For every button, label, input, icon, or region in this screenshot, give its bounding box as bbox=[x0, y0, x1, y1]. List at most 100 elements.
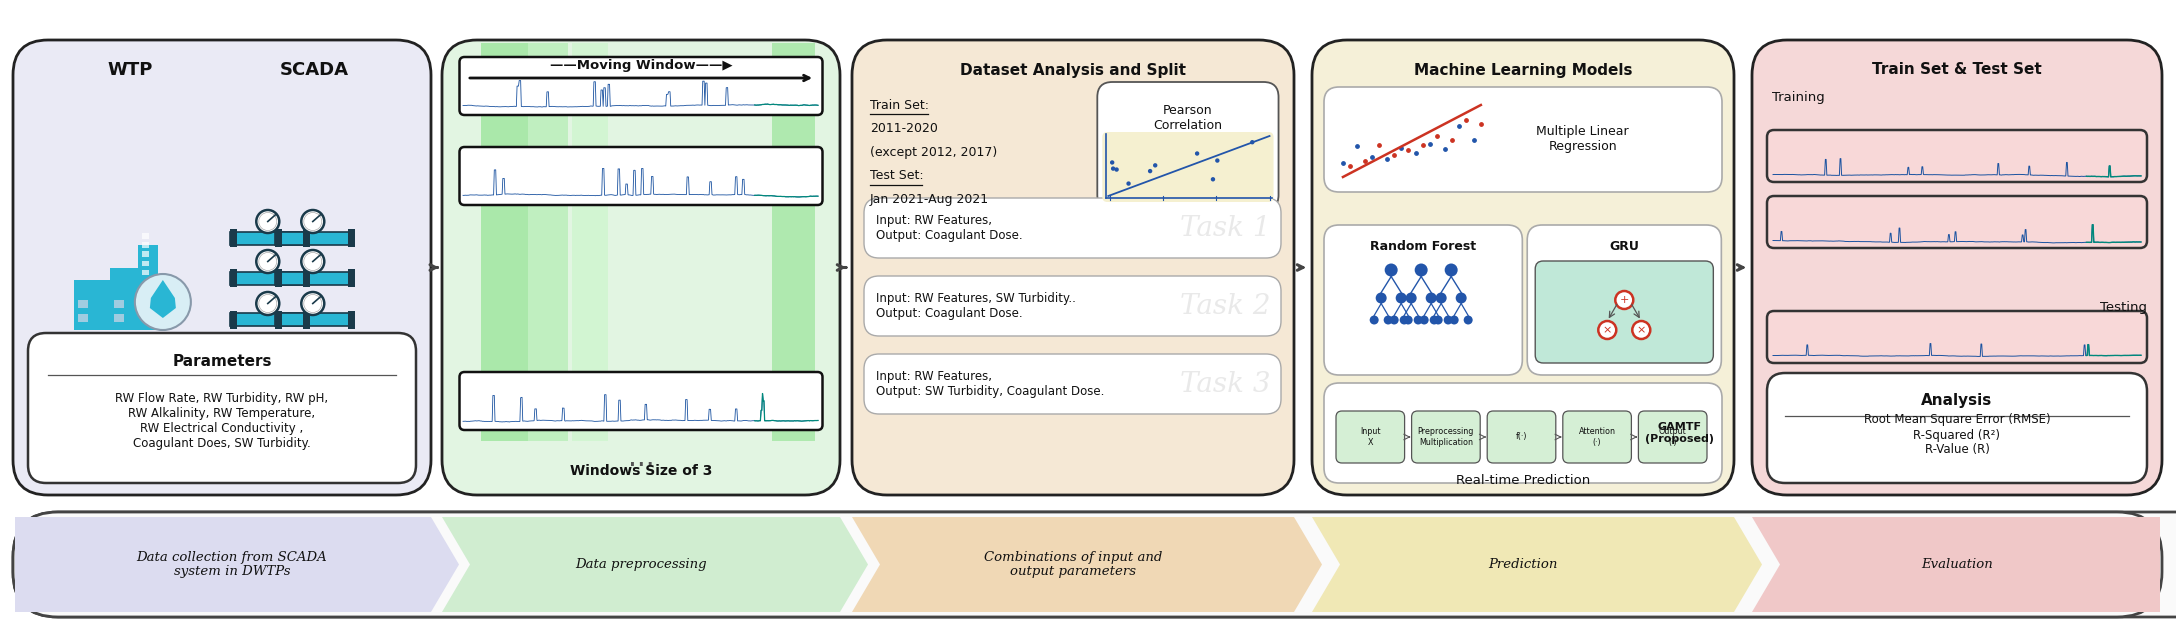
FancyBboxPatch shape bbox=[864, 276, 1282, 336]
Point bbox=[1443, 121, 1478, 131]
FancyBboxPatch shape bbox=[1639, 411, 1706, 463]
FancyBboxPatch shape bbox=[13, 40, 431, 495]
Text: GRU: GRU bbox=[1610, 241, 1639, 254]
Circle shape bbox=[1127, 181, 1132, 186]
Text: f(·): f(·) bbox=[1517, 432, 1528, 441]
Bar bbox=[109, 268, 141, 330]
Point bbox=[1427, 144, 1462, 154]
Text: Test Set:: Test Set: bbox=[870, 169, 923, 182]
Text: Input: RW Features,
Output: SW Turbidity, Coagulant Dose.: Input: RW Features, Output: SW Turbidity… bbox=[877, 370, 1105, 398]
Circle shape bbox=[1419, 316, 1430, 324]
FancyBboxPatch shape bbox=[13, 512, 2163, 617]
Text: Task 2: Task 2 bbox=[1182, 292, 1271, 319]
FancyBboxPatch shape bbox=[1767, 130, 2148, 182]
Circle shape bbox=[259, 213, 276, 231]
Bar bbox=[274, 229, 281, 247]
Circle shape bbox=[259, 253, 276, 271]
Polygon shape bbox=[853, 517, 1323, 612]
Circle shape bbox=[1369, 316, 1380, 324]
Bar bbox=[302, 229, 309, 247]
Text: Dataset Analysis and Split: Dataset Analysis and Split bbox=[960, 62, 1186, 78]
Bar bbox=[572, 43, 609, 441]
Point bbox=[1334, 161, 1369, 171]
Point bbox=[1325, 158, 1360, 168]
Text: RW Flow Rate, RW Turbidity, RW pH,
RW Alkalinity, RW Temperature,
RW Electrical : RW Flow Rate, RW Turbidity, RW pH, RW Al… bbox=[115, 392, 329, 450]
Circle shape bbox=[1114, 168, 1118, 172]
Text: Task 1: Task 1 bbox=[1182, 214, 1271, 241]
FancyBboxPatch shape bbox=[442, 40, 840, 495]
FancyBboxPatch shape bbox=[28, 333, 416, 483]
Text: Multiple Linear
Regression: Multiple Linear Regression bbox=[1536, 126, 1630, 154]
Bar bbox=[348, 269, 355, 287]
Circle shape bbox=[259, 294, 276, 312]
FancyBboxPatch shape bbox=[1562, 411, 1632, 463]
Text: +: + bbox=[1619, 295, 1630, 305]
Polygon shape bbox=[1312, 517, 1763, 612]
FancyBboxPatch shape bbox=[1767, 311, 2148, 363]
Bar bbox=[529, 43, 568, 441]
Polygon shape bbox=[442, 517, 868, 612]
Circle shape bbox=[1153, 163, 1158, 168]
Point bbox=[1369, 154, 1404, 164]
Point bbox=[1347, 156, 1382, 166]
Text: Data preprocessing: Data preprocessing bbox=[574, 558, 707, 571]
Bar bbox=[231, 229, 237, 247]
Circle shape bbox=[1112, 166, 1116, 171]
Bar bbox=[141, 234, 150, 239]
Text: 2011-2020: 2011-2020 bbox=[870, 122, 938, 135]
FancyBboxPatch shape bbox=[1323, 383, 1721, 483]
Bar bbox=[113, 314, 124, 322]
Point bbox=[1340, 141, 1375, 151]
Point bbox=[1449, 115, 1484, 125]
Text: Root Mean Square Error (RMSE)
R-Squared (R²)
R-Value (R): Root Mean Square Error (RMSE) R-Squared … bbox=[1863, 414, 2050, 456]
FancyBboxPatch shape bbox=[864, 354, 1282, 414]
FancyBboxPatch shape bbox=[864, 198, 1282, 258]
Circle shape bbox=[305, 213, 322, 231]
Text: Input
X: Input X bbox=[1360, 428, 1380, 447]
Circle shape bbox=[1430, 316, 1438, 324]
Circle shape bbox=[1214, 158, 1219, 162]
Bar bbox=[274, 314, 353, 326]
Circle shape bbox=[1395, 292, 1406, 304]
Point bbox=[1390, 145, 1425, 155]
FancyBboxPatch shape bbox=[1528, 225, 1721, 375]
Circle shape bbox=[1210, 177, 1214, 181]
Text: ×: × bbox=[1602, 325, 1612, 335]
Point bbox=[1384, 144, 1419, 154]
Text: (except 2012, 2017): (except 2012, 2017) bbox=[870, 146, 997, 159]
Circle shape bbox=[1404, 316, 1412, 324]
Point bbox=[1406, 140, 1441, 150]
Circle shape bbox=[1149, 169, 1153, 173]
Bar bbox=[231, 231, 307, 244]
Text: Pearson
Correlation: Pearson Correlation bbox=[1153, 104, 1223, 132]
Bar bbox=[137, 245, 159, 330]
FancyBboxPatch shape bbox=[1486, 411, 1556, 463]
Polygon shape bbox=[15, 517, 459, 612]
Bar bbox=[141, 261, 150, 266]
Point bbox=[1456, 135, 1491, 145]
Text: GAMTF
(Proposed): GAMTF (Proposed) bbox=[1645, 422, 1715, 444]
Circle shape bbox=[1249, 140, 1256, 144]
Point bbox=[1377, 151, 1412, 161]
FancyBboxPatch shape bbox=[13, 512, 2176, 617]
Bar bbox=[74, 280, 111, 330]
FancyBboxPatch shape bbox=[1097, 82, 1279, 210]
Bar bbox=[141, 269, 150, 275]
Bar bbox=[348, 311, 355, 329]
Circle shape bbox=[1384, 264, 1397, 276]
Bar bbox=[231, 314, 307, 326]
Bar bbox=[231, 311, 237, 329]
FancyBboxPatch shape bbox=[1536, 261, 1713, 363]
Circle shape bbox=[300, 250, 324, 273]
Bar bbox=[302, 269, 309, 287]
FancyBboxPatch shape bbox=[1767, 373, 2148, 483]
Text: WTP: WTP bbox=[107, 61, 152, 79]
Text: Parameters: Parameters bbox=[172, 354, 272, 369]
Circle shape bbox=[257, 210, 279, 233]
Circle shape bbox=[305, 253, 322, 271]
Text: Jan 2021-Aug 2021: Jan 2021-Aug 2021 bbox=[870, 192, 990, 206]
Text: ——Moving Window——▶: ——Moving Window——▶ bbox=[551, 59, 733, 71]
Text: Machine Learning Models: Machine Learning Models bbox=[1414, 62, 1632, 78]
Text: SCADA: SCADA bbox=[279, 61, 348, 79]
Text: Train Set:: Train Set: bbox=[870, 99, 929, 111]
